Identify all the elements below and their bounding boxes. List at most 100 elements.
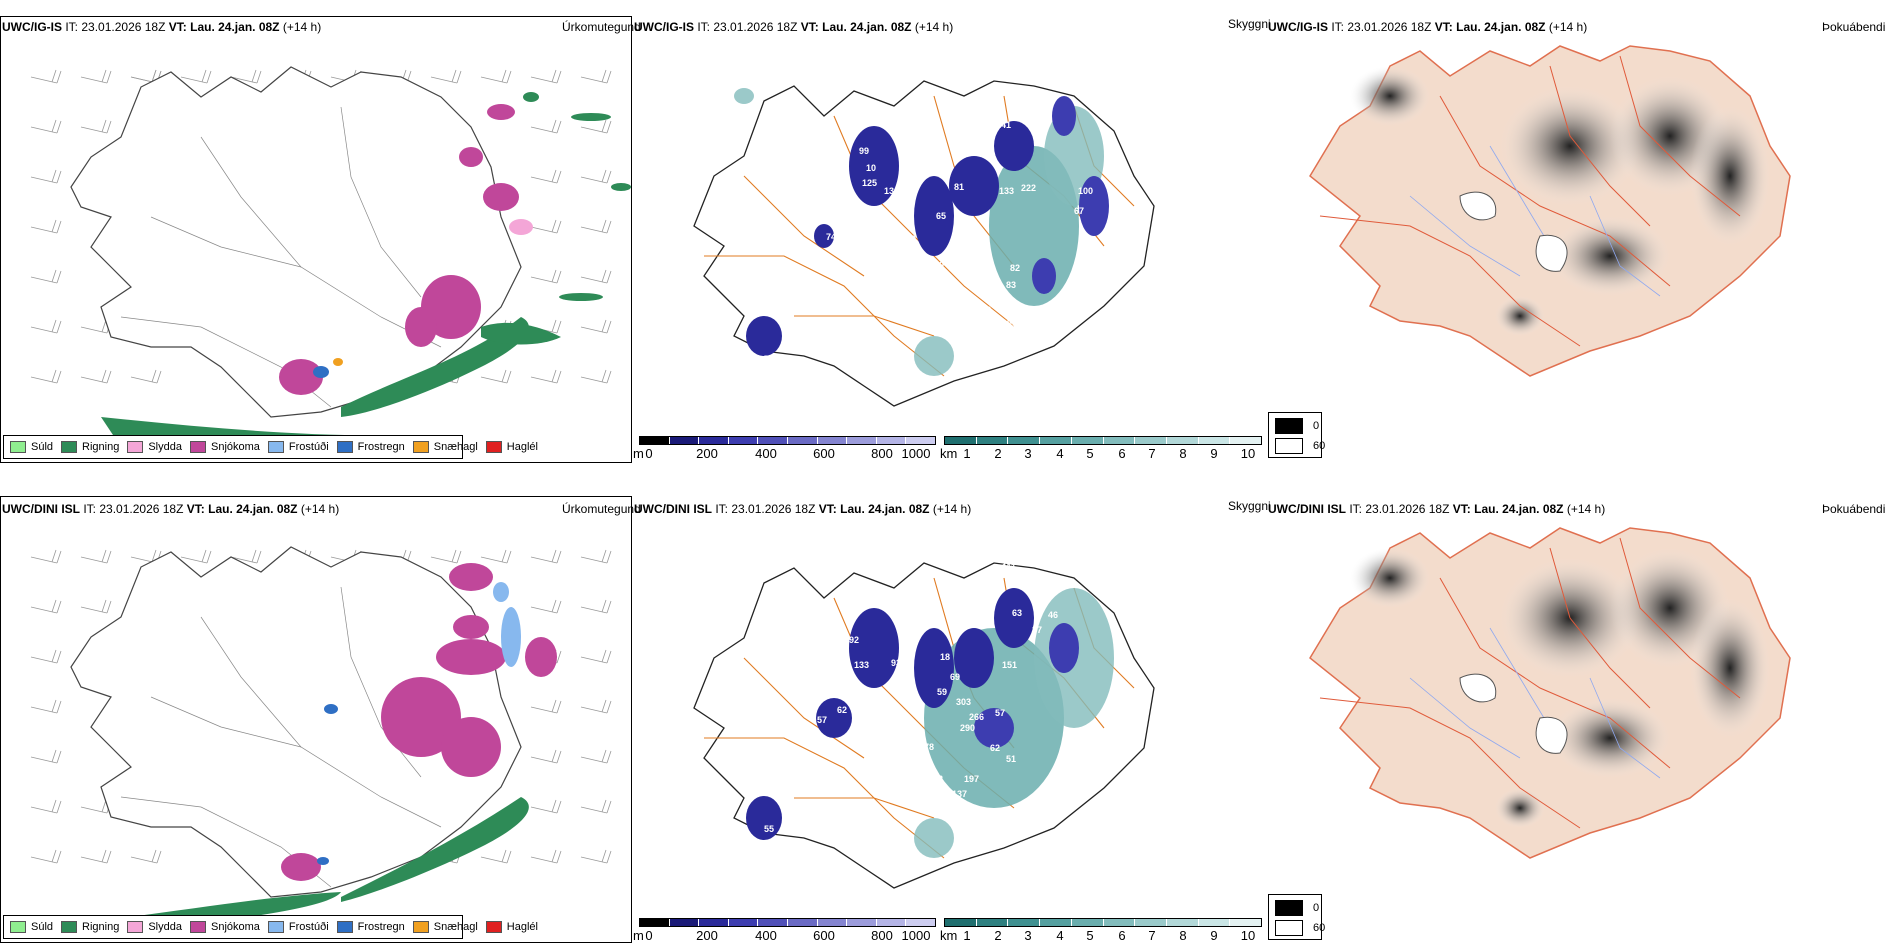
svg-text:29: 29 bbox=[764, 380, 774, 390]
panel-title-precip-1: Úrkomutegund bbox=[562, 20, 641, 34]
vis-blobs-navy-2 bbox=[746, 588, 1079, 840]
svg-text:65: 65 bbox=[936, 211, 946, 221]
legend-item-snaehagl: Snæhagl bbox=[412, 921, 478, 933]
svg-text:12: 12 bbox=[910, 264, 920, 274]
header-fog-2: UWC/DINI ISL IT: 23.01.2026 18Z VT: Lau.… bbox=[1268, 502, 1606, 516]
vis-map-svg-2: 111 74 63 46 37 93 92 133 18 69 59 82 57… bbox=[693, 562, 1155, 889]
svg-text:37: 37 bbox=[1032, 625, 1042, 635]
vis-blobs-navy bbox=[746, 96, 1109, 356]
fog-blobs bbox=[1350, 66, 1770, 336]
panel-title-fog-1: Þokuábendi bbox=[1822, 20, 1886, 34]
svg-text:67: 67 bbox=[878, 224, 888, 234]
legend-item-suld: Súld bbox=[10, 441, 53, 453]
header-vis-1: UWC/IG-IS IT: 23.01.2026 18Z VT: Lau. 24… bbox=[634, 20, 954, 34]
legend-item-frostudi: Frostúði bbox=[267, 441, 329, 453]
svg-text:195: 195 bbox=[1002, 318, 1017, 328]
svg-text:60: 60 bbox=[974, 245, 984, 255]
legend-item-frostudi: Frostúði bbox=[267, 921, 329, 933]
svg-text:133: 133 bbox=[999, 186, 1014, 196]
svg-text:10: 10 bbox=[934, 260, 944, 270]
svg-text:78: 78 bbox=[924, 742, 934, 752]
fog-legend-1: 0 60 bbox=[1268, 412, 1325, 458]
map-fog-2 bbox=[1290, 518, 1890, 918]
svg-text:10: 10 bbox=[866, 163, 876, 173]
legend-item-frostregn: Frostregn bbox=[336, 921, 405, 933]
fog-map-svg-1 bbox=[1309, 45, 1791, 377]
svg-text:266: 266 bbox=[969, 712, 984, 722]
panel-title-vis-2: Skyggni bbox=[1228, 499, 1271, 513]
colorbar-km-bar bbox=[944, 436, 1262, 445]
svg-text:92: 92 bbox=[849, 635, 859, 645]
svg-text:290: 290 bbox=[960, 723, 975, 733]
legend-item-snjokoma: Snjókoma bbox=[189, 921, 260, 933]
svg-text:70: 70 bbox=[764, 354, 774, 364]
colorbar-km-2: km 1 2 3 4 5 6 7 8 9 10 bbox=[940, 918, 1262, 944]
panel-title-precip-2: Úrkomutegund bbox=[562, 502, 641, 516]
fog-legend-2: 0 60 bbox=[1268, 894, 1325, 940]
svg-text:137: 137 bbox=[952, 789, 967, 799]
header-fog-1: UWC/IG-IS IT: 23.01.2026 18Z VT: Lau. 24… bbox=[1268, 20, 1588, 34]
svg-text:197: 197 bbox=[964, 774, 979, 784]
svg-text:59: 59 bbox=[746, 836, 756, 846]
legend-item-snaehagl: Snæhagl bbox=[412, 441, 478, 453]
legend-item-snjokoma: Snjókoma bbox=[189, 441, 260, 453]
svg-text:241: 241 bbox=[996, 120, 1011, 130]
legend-item-haglel: Haglél bbox=[485, 441, 538, 453]
precip-legend: Súld Rigning Slydda Snjókoma Frostúði Fr… bbox=[3, 435, 538, 459]
header-precip-2: UWC/DINI ISL IT: 23.01.2026 18Z VT: Lau.… bbox=[2, 502, 340, 516]
svg-text:134: 134 bbox=[884, 186, 899, 196]
precip-areas-2 bbox=[41, 563, 557, 937]
svg-text:67: 67 bbox=[1074, 206, 1084, 216]
svg-text:69: 69 bbox=[950, 672, 960, 682]
svg-text:57: 57 bbox=[817, 715, 827, 725]
svg-text:117: 117 bbox=[894, 742, 909, 752]
legend-item-frostregn: Frostregn bbox=[336, 441, 405, 453]
svg-text:125: 125 bbox=[862, 178, 877, 188]
svg-text:303: 303 bbox=[956, 697, 971, 707]
svg-text:59: 59 bbox=[937, 687, 947, 697]
fog-blobs-2 bbox=[1350, 548, 1770, 828]
svg-text:57: 57 bbox=[995, 708, 1005, 718]
vis-map-svg-1: 99 10 125 134 65 81 133 222 241 100 67 7… bbox=[693, 80, 1155, 407]
row-1: UWC/IG-IS IT: 23.01.2026 18Z VT: Lau. 24… bbox=[0, 0, 1900, 470]
fog-map-svg-2 bbox=[1309, 527, 1791, 859]
legend-item-slydda: Slydda bbox=[127, 441, 182, 453]
svg-text:222: 222 bbox=[1021, 183, 1036, 193]
svg-text:62: 62 bbox=[837, 705, 847, 715]
row-2: UWC/DINI ISL IT: 23.01.2026 18Z VT: Lau.… bbox=[0, 480, 1900, 950]
vis-labels-2: 111 74 63 46 37 93 92 133 18 69 59 82 57… bbox=[746, 562, 1058, 862]
svg-text:74: 74 bbox=[826, 232, 836, 242]
svg-text:55: 55 bbox=[764, 824, 774, 834]
map-precip-1: Súld Rigning Slydda Snjókoma Frostúði Fr… bbox=[0, 16, 632, 463]
legend-item-suld: Súld bbox=[10, 921, 53, 933]
svg-text:18: 18 bbox=[940, 652, 950, 662]
svg-text:70: 70 bbox=[906, 234, 916, 244]
fog-roads bbox=[1319, 55, 1741, 347]
legend-item-haglel: Haglél bbox=[485, 921, 538, 933]
svg-text:208: 208 bbox=[976, 305, 991, 315]
legend-item-slydda: Slydda bbox=[127, 921, 182, 933]
precip-map-svg bbox=[30, 66, 631, 449]
precip-legend-2: Súld Rigning Slydda Snjókoma Frostúði Fr… bbox=[3, 915, 538, 939]
svg-text:74: 74 bbox=[1032, 590, 1042, 600]
svg-text:63: 63 bbox=[1012, 608, 1022, 618]
vis-labels-1: 99 10 125 134 65 81 133 222 241 100 67 7… bbox=[746, 120, 1093, 390]
svg-text:185: 185 bbox=[980, 333, 995, 343]
svg-text:111: 111 bbox=[1002, 562, 1016, 572]
colorbar-km-1: km 1 2 3 4 5 6 7 8 9 10 bbox=[940, 436, 1262, 462]
fog-rivers bbox=[1409, 145, 1661, 297]
panel-title-vis-1: Skyggni bbox=[1228, 17, 1271, 31]
map-vis-2: 111 74 63 46 37 93 92 133 18 69 59 82 57… bbox=[634, 518, 1234, 918]
svg-text:16: 16 bbox=[934, 808, 944, 818]
header-vis-2: UWC/DINI ISL IT: 23.01.2026 18Z VT: Lau.… bbox=[634, 502, 972, 516]
svg-text:82: 82 bbox=[1010, 263, 1020, 273]
svg-text:81: 81 bbox=[954, 182, 964, 192]
svg-text:68: 68 bbox=[746, 367, 756, 377]
svg-text:93: 93 bbox=[891, 658, 901, 668]
panel-title-fog-2: Þokuábendi bbox=[1822, 502, 1886, 516]
precip-map-svg-2 bbox=[30, 546, 612, 937]
svg-text:35: 35 bbox=[764, 852, 774, 862]
map-precip-2: Súld Rigning Slydda Snjókoma Frostúði Fr… bbox=[0, 496, 632, 943]
svg-text:162: 162 bbox=[928, 774, 943, 784]
header-precip-1: UWC/IG-IS IT: 23.01.2026 18Z VT: Lau. 24… bbox=[2, 20, 322, 34]
